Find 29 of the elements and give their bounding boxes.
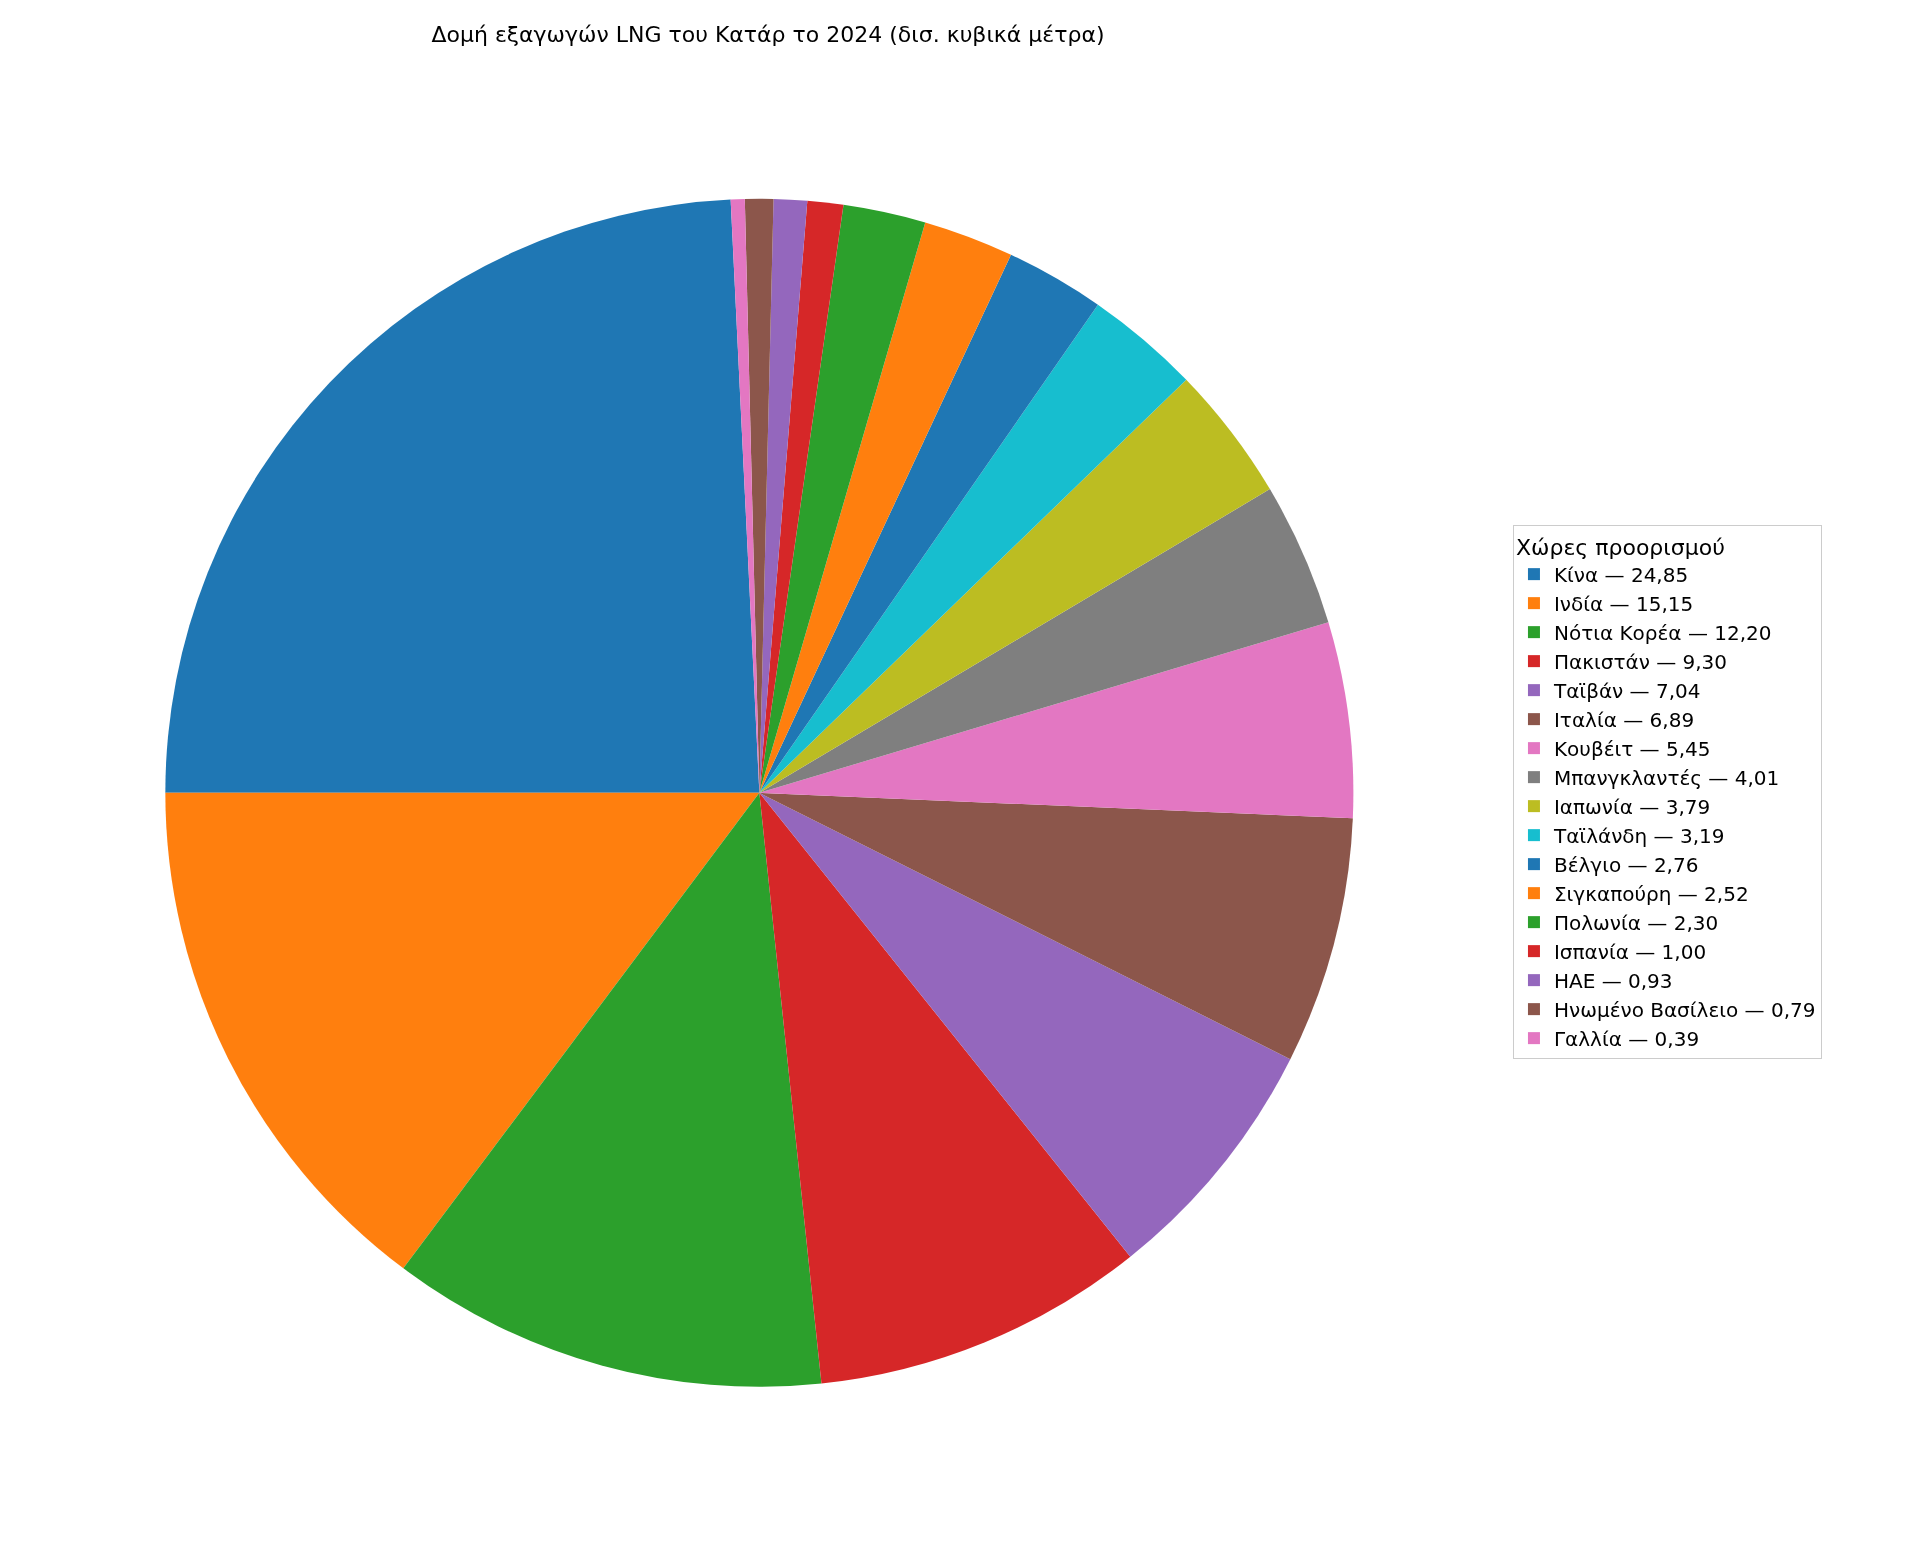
legend-label: Κίνα — 24,85 [1553,562,1689,587]
legend-label: Νότια Κορέα — 12,20 [1553,620,1772,645]
legend-label: Βέλγιο — 2,76 [1553,852,1699,877]
legend-label: Γαλλία — 0,39 [1553,1026,1700,1051]
chart-title: Δομή εξαγωγών LNG του Κατάρ το 2024 (δισ. κυβικά μέτρα) [431,21,1105,47]
legend-label: Ταϊβάν — 7,04 [1552,678,1701,703]
legend-label: Ινδία — 15,15 [1553,591,1694,616]
pie-slice [759,304,1187,793]
pie-slice [403,792,822,1387]
legend-label: Ιταλία — 6,89 [1553,707,1695,732]
pie-slice [759,198,808,793]
legend-label: Σιγκαπούρη — 2,52 [1553,881,1749,906]
pie-slice [759,622,1353,819]
legend-title: Χώρες προορισμού [1515,534,1725,560]
pie-slice [759,792,1291,1257]
legend-label: Ισπανία — 1,00 [1553,939,1707,964]
legend-label: Ηνωμένο Βασίλειο — 0,79 [1553,997,1816,1022]
pie-slice [759,379,1270,793]
legend-label: Μπανγκλαντές — 4,01 [1553,765,1780,790]
pie-slice [759,222,1011,793]
legend-label: Ιαπωνία — 3,79 [1553,794,1711,819]
pie-slice [759,792,1353,1060]
pie-slice [165,792,760,1269]
legend-label: Κουβέιτ — 5,45 [1553,736,1711,761]
pie-slice [759,489,1329,793]
legend-label: Πακιστάν — 9,30 [1553,649,1728,674]
legend-label: Πολωνία — 2,30 [1553,910,1719,935]
legend-label: Ταϊλάνδη — 3,19 [1552,823,1725,848]
legend-label: ΗΑΕ — 0,93 [1553,968,1673,993]
